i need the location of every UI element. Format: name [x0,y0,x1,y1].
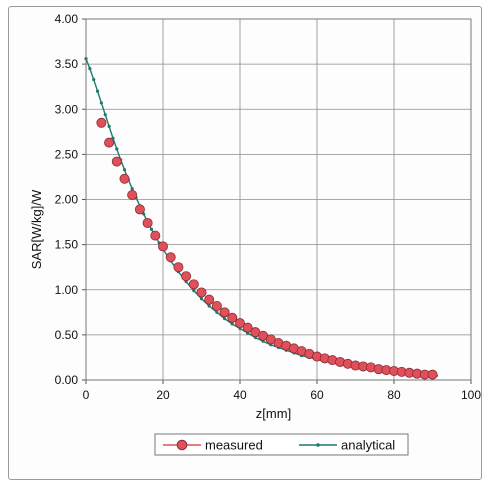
analytical-point [230,322,234,326]
measured-point [96,117,107,128]
analytical-point [95,89,100,93]
analytical-point [199,297,204,301]
chart-frame [8,6,482,480]
x-tick-label: 60 [310,388,324,402]
analytical-point [88,67,92,71]
analytical-point [99,101,103,105]
y-tick-label: 1.50 [55,238,79,252]
y-axis-label: SAR[W/kg]/W [29,189,44,269]
y-tick-label: 1.00 [55,283,79,297]
x-tick-label: 20 [156,388,170,402]
analytical-point [192,289,196,293]
series-analytical [84,57,438,378]
measured-point [188,279,199,290]
measured-point [427,369,438,380]
y-tick-label: 0.50 [55,328,79,342]
analytical-line [85,58,437,377]
legend-marker-analytical [316,443,320,447]
analytical-point [103,113,107,117]
measured-point [242,322,253,333]
analytical-point [149,227,154,231]
analytical-point [107,124,111,128]
y-tick-label: 2.00 [55,193,79,207]
y-tick-label: 2.50 [55,147,79,161]
measured-point [134,204,145,215]
legend-label-measured: measured [205,438,263,453]
legend-label-analytical: analytical [341,438,395,453]
measured-point [111,156,122,167]
x-axis-label: z[mm] [256,406,291,421]
measured-point [204,294,215,305]
x-tick-label: 80 [387,388,401,402]
y-tick-label: 4.00 [55,12,79,26]
measured-point [196,287,207,298]
analytical-point [223,317,227,321]
y-tick-label: 3.50 [55,57,79,71]
measured-point [142,217,153,228]
series-measured [96,117,438,380]
plot-area-border [85,18,472,381]
y-tick-labels: 0.00 0.50 1.00 1.50 2.00 2.50 3.00 3.50 4.00 [55,12,79,387]
analytical-point [122,168,127,172]
y-tick-label: 3.00 [55,102,79,116]
analytical-point [130,187,134,191]
legend-box [154,433,409,456]
x-tick-label: 0 [83,388,90,402]
grid [82,18,472,384]
measured-point [150,230,161,241]
x-tick-labels: 0 20 40 60 80 100 [83,388,482,402]
measured-point [234,318,245,329]
analytical-point [115,147,119,151]
measured-point [104,137,115,148]
measured-point [211,300,222,311]
measured-point [219,307,230,318]
analytical-point [215,310,219,314]
measured-point [173,262,184,273]
measured-point [127,189,138,200]
measured-point [227,312,238,323]
analytical-point [84,57,88,61]
measured-point [165,252,176,263]
measured-point [119,173,130,184]
legend: measured analytical [154,433,409,456]
measured-point [181,271,192,282]
legend-marker-measured [176,439,188,451]
measured-point [157,241,168,252]
analytical-point [207,304,211,308]
y-tick-label: 0.00 [55,373,79,387]
x-tick-label: 40 [233,388,247,402]
x-tick-label: 100 [461,388,481,402]
analytical-point [92,77,96,82]
